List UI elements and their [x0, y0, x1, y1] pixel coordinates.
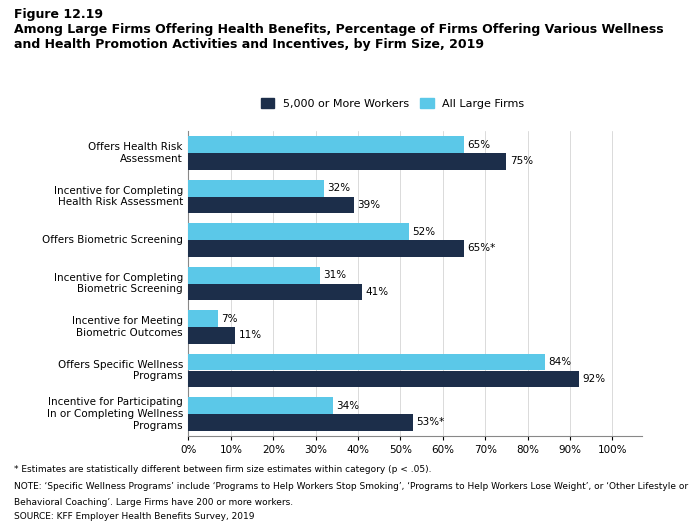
Bar — [188, 284, 362, 300]
Bar — [188, 224, 409, 240]
Text: 41%: 41% — [366, 287, 389, 297]
Bar — [188, 371, 579, 387]
Bar — [188, 180, 324, 196]
Legend: 5,000 or More Workers, All Large Firms: 5,000 or More Workers, All Large Firms — [256, 94, 529, 113]
Text: 65%: 65% — [468, 140, 491, 150]
Text: NOTE: ‘Specific Wellness Programs’ include ‘Programs to Help Workers Stop Smokin: NOTE: ‘Specific Wellness Programs’ inclu… — [14, 482, 688, 491]
Bar — [188, 196, 354, 213]
Bar — [188, 136, 464, 153]
Bar — [188, 310, 218, 327]
Text: 32%: 32% — [327, 183, 350, 193]
Text: * Estimates are statistically different between firm size estimates within categ: * Estimates are statistically different … — [14, 465, 431, 474]
Bar — [188, 327, 235, 343]
Bar — [188, 397, 333, 414]
Text: and Health Promotion Activities and Incentives, by Firm Size, 2019: and Health Promotion Activities and Ince… — [14, 38, 484, 51]
Bar — [188, 414, 413, 430]
Text: 7%: 7% — [221, 314, 238, 324]
Text: Behavioral Coaching’. Large Firms have 200 or more workers.: Behavioral Coaching’. Large Firms have 2… — [14, 498, 293, 507]
Text: 75%: 75% — [510, 156, 533, 166]
Text: 92%: 92% — [582, 374, 605, 384]
Bar — [188, 267, 320, 284]
Text: 34%: 34% — [336, 401, 359, 411]
Bar — [188, 153, 507, 170]
Text: 84%: 84% — [548, 357, 571, 367]
Text: Among Large Firms Offering Health Benefits, Percentage of Firms Offering Various: Among Large Firms Offering Health Benefi… — [14, 23, 664, 36]
Text: Figure 12.19: Figure 12.19 — [14, 8, 103, 21]
Text: 53%*: 53%* — [417, 417, 445, 427]
Text: 52%: 52% — [413, 227, 436, 237]
Text: 31%: 31% — [323, 270, 346, 280]
Bar — [188, 354, 544, 371]
Text: 65%*: 65%* — [468, 243, 496, 253]
Text: SOURCE: KFF Employer Health Benefits Survey, 2019: SOURCE: KFF Employer Health Benefits Sur… — [14, 512, 255, 521]
Bar — [188, 240, 464, 257]
Text: 39%: 39% — [357, 200, 380, 210]
Text: 11%: 11% — [239, 330, 262, 340]
